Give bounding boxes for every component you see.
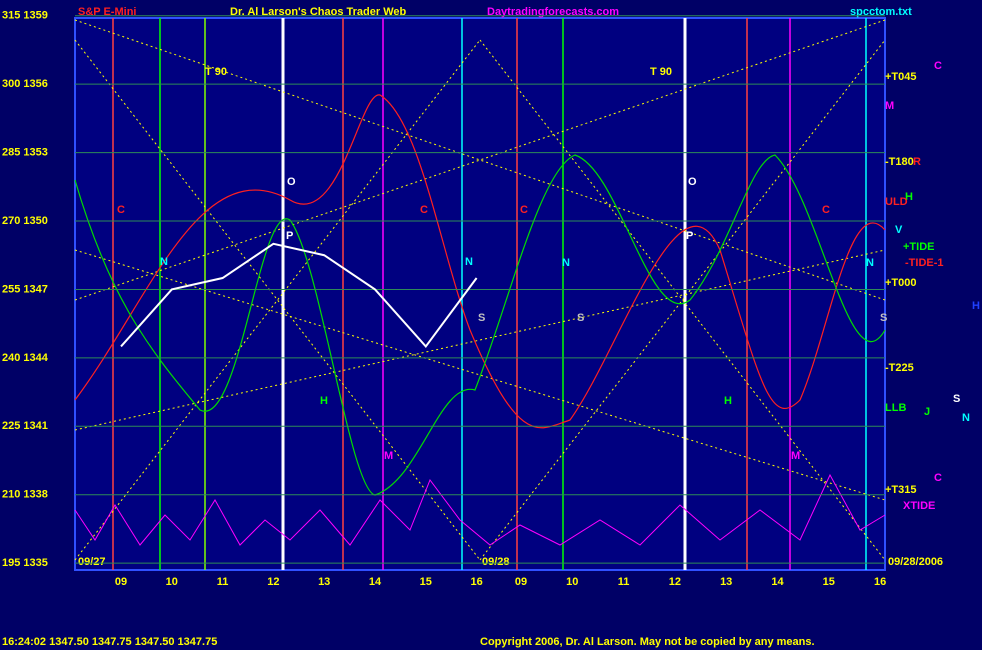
annotation: T 90 xyxy=(650,66,672,78)
annotation: +T315 xyxy=(885,484,917,496)
x-tick-label: 12 xyxy=(267,576,279,588)
subtitle: S&P E-Mini xyxy=(78,6,136,18)
x-tick-label: 09 xyxy=(115,576,127,588)
cycle-lines xyxy=(112,18,867,570)
plot-frame xyxy=(74,17,886,571)
annotation: N xyxy=(562,257,570,269)
annotation: -T225 xyxy=(885,362,914,374)
annotation: C xyxy=(117,204,125,216)
y-tick-label: 270 1350 xyxy=(2,215,48,227)
annotation: C xyxy=(520,204,528,216)
x-tick-label: 13 xyxy=(720,576,732,588)
annotation: S xyxy=(953,393,960,405)
x-tick-label: 15 xyxy=(823,576,835,588)
copyright: Copyright 2006, Dr. Al Larson. May not b… xyxy=(480,636,815,648)
date-label: 09/27 xyxy=(78,556,106,568)
annotation: N xyxy=(866,257,874,269)
annotation: P xyxy=(286,230,293,242)
annotation: H xyxy=(905,191,913,203)
chart-title: Dr. Al Larson's Chaos Trader Web xyxy=(230,6,407,18)
annotation: V xyxy=(895,224,903,236)
annotation: S xyxy=(478,312,485,324)
status: 16:24:02 1347.50 1347.75 1347.50 1347.75 xyxy=(2,636,217,648)
x-tick-label: 10 xyxy=(566,576,578,588)
diag-line xyxy=(74,249,886,501)
annotation: O xyxy=(287,176,296,188)
forecast-curve xyxy=(74,154,886,496)
annotation: -T180 xyxy=(885,156,914,168)
x-tick-label: 15 xyxy=(420,576,432,588)
annotation: C xyxy=(934,60,942,72)
annotation: P xyxy=(686,230,693,242)
annotation: J xyxy=(924,406,930,418)
x-tick-label: 14 xyxy=(369,576,382,588)
x-tick-label: 14 xyxy=(771,576,784,588)
annotation: XTIDE xyxy=(903,500,935,512)
x-tick-label: 12 xyxy=(669,576,681,588)
x-tick-label: 09 xyxy=(515,576,527,588)
x-tick-label: 11 xyxy=(618,576,630,588)
x-tick-label: 16 xyxy=(470,576,482,588)
annotation: +T045 xyxy=(885,71,917,83)
annotation: C xyxy=(822,204,830,216)
annotation: M xyxy=(791,450,800,462)
annotation: S xyxy=(880,312,887,324)
annotation: N xyxy=(465,256,473,268)
annotation: ULD xyxy=(885,196,908,208)
gann-lines xyxy=(74,19,886,561)
annotation: R xyxy=(913,156,921,168)
y-tick-label: 285 1353 xyxy=(2,146,48,158)
x-tick-label: 13 xyxy=(318,576,330,588)
annotation: C xyxy=(420,204,428,216)
annotation: +TIDE xyxy=(903,241,934,253)
annotation: N xyxy=(160,256,168,268)
annotation: -TIDE-1 xyxy=(905,257,944,269)
annotation: O xyxy=(688,176,697,188)
annotation: T 90 xyxy=(205,66,227,78)
annotation: C xyxy=(934,472,942,484)
y-tick-label: 240 1344 xyxy=(2,352,49,364)
site: Daytradingforecasts.com xyxy=(487,6,619,18)
y-tick-label: 315 1359 xyxy=(2,10,48,22)
y-tick-label: 255 1347 xyxy=(2,283,48,295)
x-tick-label: 16 xyxy=(874,576,886,588)
annotation: S xyxy=(577,312,584,324)
xtide-curve xyxy=(74,473,886,546)
annotation: H xyxy=(724,395,732,407)
forecast-curve xyxy=(74,94,886,429)
y-tick-label: 300 1356 xyxy=(2,78,48,90)
annotation: H xyxy=(320,395,328,407)
annotation: M xyxy=(885,100,894,112)
x-tick-label: 10 xyxy=(166,576,178,588)
y-tick-label: 195 1335 xyxy=(2,557,48,569)
y-tick-label: 210 1338 xyxy=(2,489,48,501)
annotation: M xyxy=(384,450,393,462)
date-label: 09/28/2006 xyxy=(888,556,943,568)
annotation: +T000 xyxy=(885,277,917,289)
y-tick-label: 225 1341 xyxy=(2,420,48,432)
file-name: spcctom.txt xyxy=(850,6,912,18)
diag-line xyxy=(74,249,886,431)
annotation: N xyxy=(962,412,970,424)
price-line xyxy=(120,242,478,349)
x-tick-label: 11 xyxy=(217,576,229,588)
annotation: LLB xyxy=(885,402,906,414)
date-label: 09/28 xyxy=(482,556,510,568)
annotation: H xyxy=(972,300,980,312)
